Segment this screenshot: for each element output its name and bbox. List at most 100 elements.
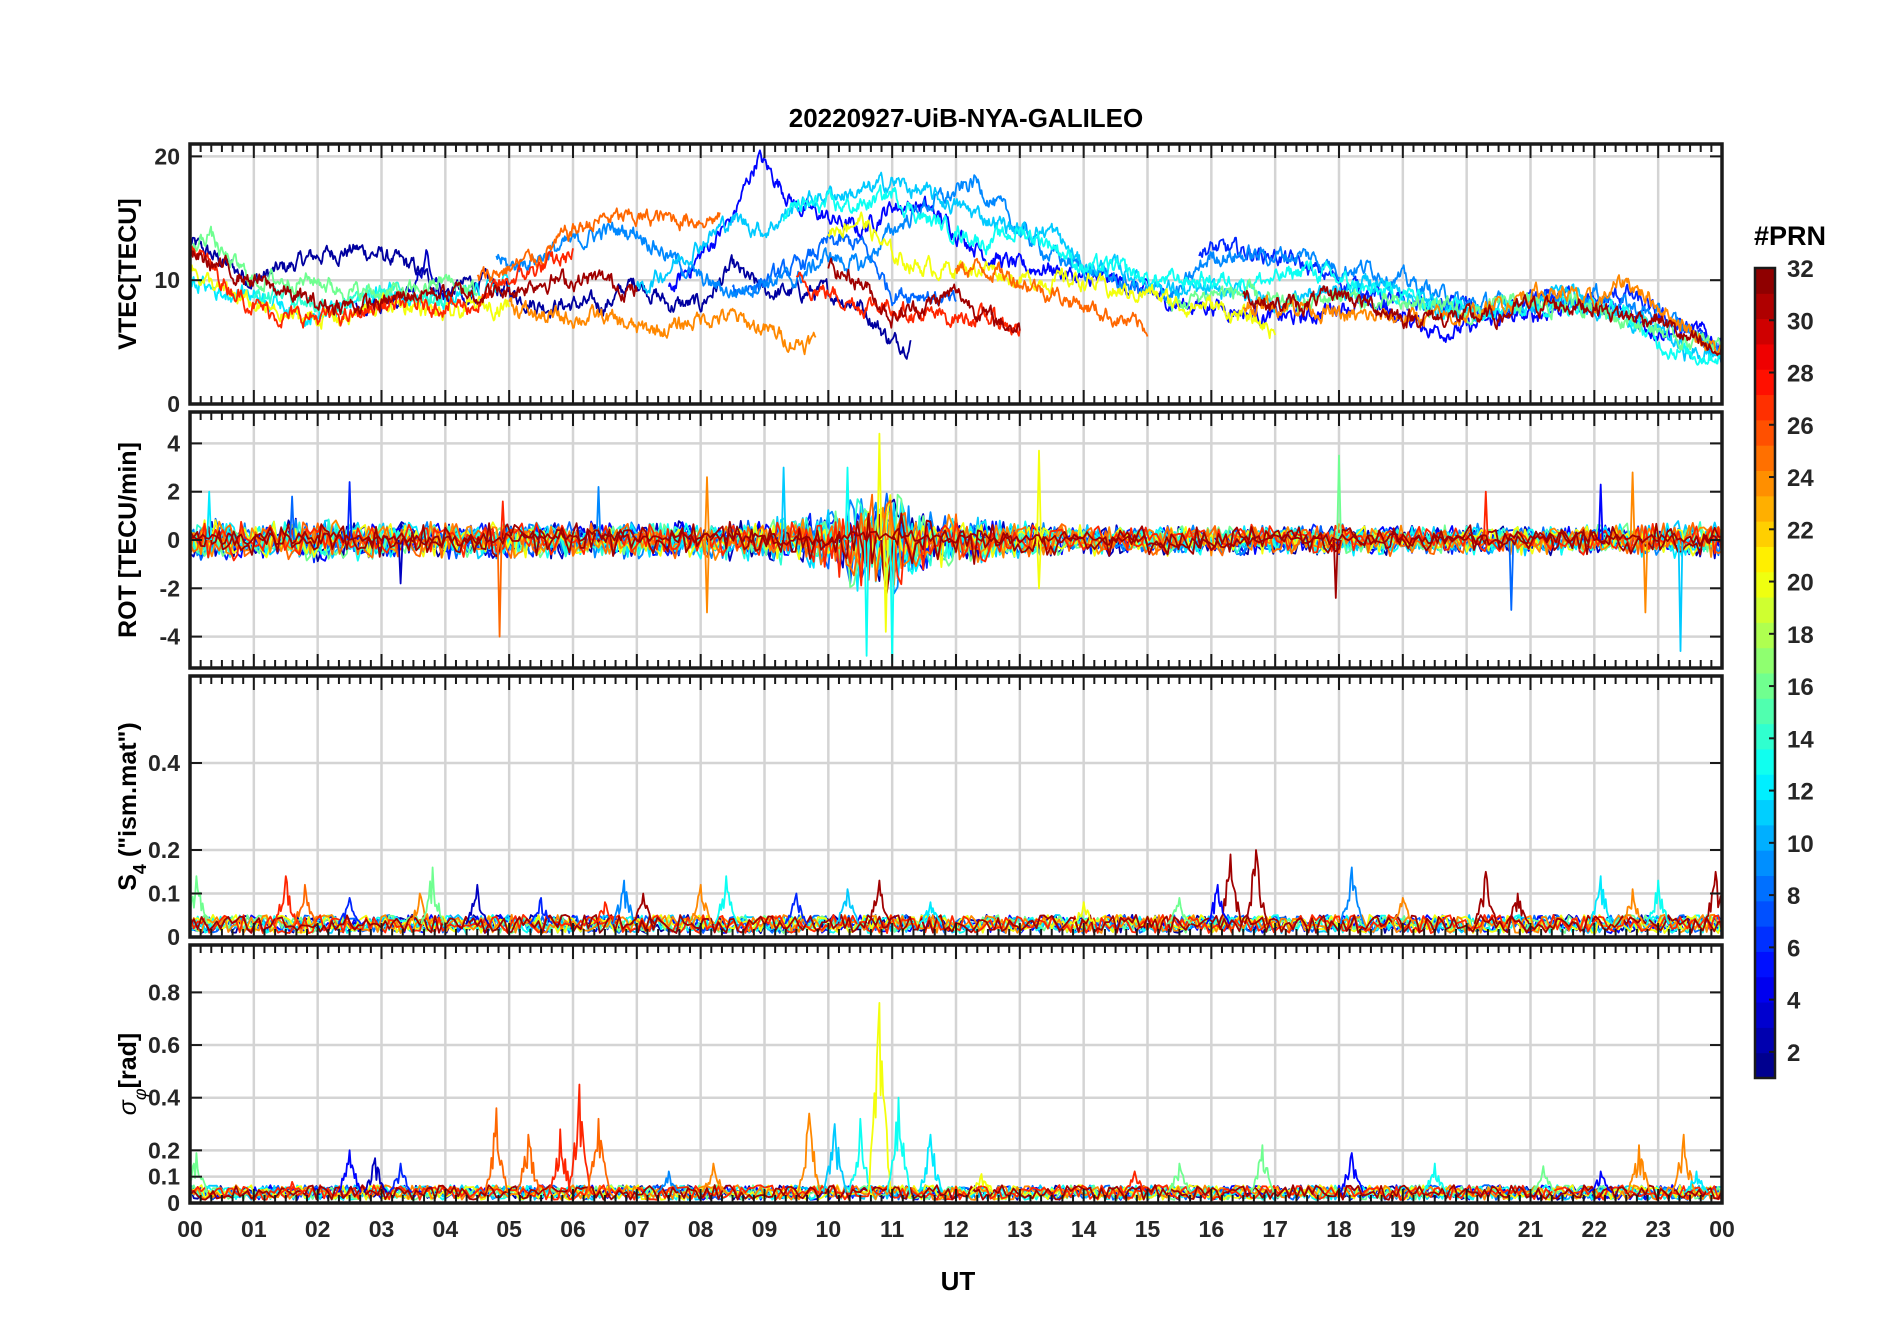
burst-prn-27 [548, 1128, 573, 1193]
figure-title: 20220927-UiB-NYA-GALILEO [789, 103, 1144, 133]
burst-prn-27 [567, 1083, 592, 1193]
x-axis-label: UT [941, 1266, 976, 1296]
panel-vtec: 0 10 20 VTEC[TECU] [114, 142, 1724, 417]
axes-frame [188, 410, 1724, 670]
y-tick-label: 4 [167, 430, 180, 456]
burst-prn-5 [1205, 883, 1230, 925]
burst-prn-6 [337, 897, 362, 925]
burst-prn-25 [292, 883, 317, 925]
x-tick-label: 02 [305, 1216, 331, 1242]
colorbar-level [1755, 900, 1775, 927]
rot-spike-prn-24 [1642, 539, 1649, 614]
colorbar-level [1755, 622, 1775, 649]
colorbar-tick-label: 10 [1787, 831, 1814, 858]
colorbar-level [1755, 698, 1775, 725]
y-tick-label: 2 [167, 479, 180, 505]
grid [188, 945, 1724, 1205]
colorbar-tick-label: 26 [1787, 413, 1814, 440]
colorbar-level [1755, 394, 1775, 421]
x-tick-label: 12 [943, 1216, 969, 1242]
burst-prn-25 [516, 1133, 541, 1193]
colorbar-level [1755, 673, 1775, 699]
colorbar-level [1755, 369, 1775, 396]
burst-prn-16 [1167, 1162, 1192, 1193]
x-tick-label: 08 [688, 1216, 714, 1242]
x-tick-label: 10 [816, 1216, 842, 1242]
burst-prn-20 [1071, 901, 1096, 925]
burst-prn-12 [1684, 1170, 1709, 1194]
colorbar-level [1755, 799, 1775, 826]
colorbar-level [1755, 597, 1775, 623]
y-tick-label: 0.6 [148, 1032, 180, 1058]
x-tick-label: 16 [1199, 1216, 1225, 1242]
rot-spike-prn-20 [883, 539, 889, 633]
burst-prn-11 [835, 888, 860, 925]
vtec-series-prn-31 [190, 249, 638, 316]
colorbar-frame [1753, 266, 1777, 1080]
y-axis-label: S4 ("ism.mat") [114, 722, 150, 891]
burst-prn-24 [1620, 888, 1645, 925]
burst-prn-13 [886, 1096, 911, 1193]
rot-spike-prn-9 [595, 486, 602, 541]
vtec-series-prn-25 [476, 207, 721, 283]
y-tick-label: 0.1 [148, 881, 180, 907]
colorbar-level [1755, 343, 1775, 370]
rot-spike-prn-20 [876, 432, 883, 541]
rot-spike-prn-13 [844, 466, 851, 541]
x-tick-label: 14 [1071, 1216, 1097, 1242]
rot-series-prn-25 [190, 493, 1722, 582]
colorbar-tick-label: 16 [1787, 674, 1814, 701]
rot-spike-prn-24 [704, 476, 710, 541]
x-tick-label: 01 [241, 1216, 267, 1242]
colorbar-level [1755, 926, 1775, 952]
y-axis-label: ROT [TECU/min] [114, 442, 142, 638]
burst-prn-5 [1588, 1170, 1613, 1194]
colorbar-level [1755, 546, 1775, 573]
vtec-series-prn-16 [190, 225, 479, 308]
colorbar-level [1755, 850, 1775, 876]
rot-spike-prn-11 [1677, 539, 1684, 652]
burst-prn-3 [363, 1157, 388, 1193]
burst-prn-13 [1646, 879, 1671, 925]
rot-spike-prn-20 [1036, 449, 1042, 541]
burst-prn-16 [190, 1152, 209, 1193]
y-tick-label: 0.8 [148, 979, 180, 1005]
burst-prn-13 [1422, 1162, 1447, 1193]
colorbar-level [1755, 774, 1775, 801]
burst-prn-16 [420, 866, 445, 925]
y-tick-label: 0.1 [148, 1164, 180, 1190]
colorbar-title: #PRN [1754, 221, 1826, 251]
colorbar-level [1755, 293, 1775, 320]
burst-prn-24 [701, 1162, 726, 1193]
burst-prn-20 [969, 1173, 994, 1194]
x-tick-label: 03 [369, 1216, 395, 1242]
rot-spike-prn-11 [780, 466, 787, 541]
colorbar-level [1755, 824, 1775, 851]
rot-spike-prn-27 [1483, 490, 1489, 541]
panel-rot: -4 -2 0 2 4 ROT [TECU/min] [114, 410, 1724, 670]
colorbar-level [1755, 268, 1775, 294]
colorbar-level [1755, 723, 1775, 750]
colorbar-level [1755, 470, 1775, 497]
burst-prn-25 [586, 1117, 611, 1193]
colorbar-level [1755, 1052, 1775, 1079]
burst-prn-6 [784, 892, 809, 925]
y-axis-label: VTEC[TECU] [114, 198, 142, 349]
burst-prn-24 [1390, 897, 1415, 925]
burst-prn-12 [1588, 875, 1613, 925]
axes-frame [188, 943, 1724, 1205]
burst-prn-27 [280, 1181, 304, 1194]
x-tick-label: 06 [560, 1216, 586, 1242]
colorbar-tick-label: 32 [1787, 256, 1814, 283]
burst-prn-27 [593, 901, 617, 925]
panel-s4: 0 0.1 0.2 0.4S4 ("ism.mat") [114, 674, 1724, 950]
colorbar-level [1755, 647, 1775, 674]
colorbar-level [1755, 495, 1775, 522]
burst-prn-5 [337, 1149, 362, 1193]
burst-prn-16 [1250, 1144, 1275, 1193]
burst-prn-24 [688, 883, 713, 925]
y-tick-label: 0.2 [148, 1137, 180, 1163]
burst-prn-13 [848, 1117, 873, 1193]
y-tick-label: 0 [167, 391, 180, 417]
